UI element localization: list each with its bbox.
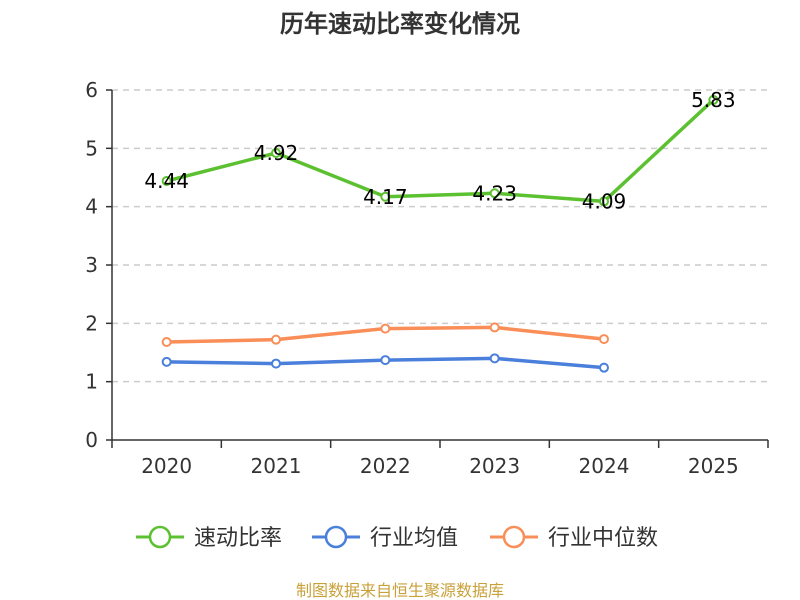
series-lines [161, 94, 719, 373]
legend[interactable]: 速动比率 行业均值 行业中位数 [136, 525, 658, 551]
point-2-2023 [489, 322, 500, 333]
legend-label: 行业均值 [370, 526, 458, 551]
legend-circle-icon [324, 525, 348, 549]
data-label-2020: 4.44 [144, 169, 189, 193]
legend-label: 速动比率 [194, 526, 282, 551]
point-2-2024 [599, 334, 609, 345]
y-tick-label-4: 4 [85, 195, 98, 219]
point-2-2020 [161, 337, 172, 347]
point-0-2021 [271, 148, 281, 158]
x-tick-label-2025: 2025 [688, 454, 739, 478]
grid [112, 89, 768, 383]
axes: 0 1 2 3 4 5 6 2020 2021 2022 2023 2024 2025 [85, 78, 769, 478]
x-tick-label-2024: 2024 [579, 454, 630, 478]
point-0-2024 [599, 196, 609, 207]
legend-circle-icon [148, 525, 172, 549]
point-0-2022 [380, 191, 391, 202]
data-label-2023: 4.23 [472, 181, 517, 205]
y-tick-label-3: 3 [85, 253, 98, 277]
y-tick-label-2: 2 [85, 311, 98, 335]
data-label-2022: 4.17 [363, 185, 408, 209]
y-tick-label-5: 5 [85, 136, 98, 160]
chart-title: 历年速动比率变化情况 [280, 10, 520, 38]
point-0-2023 [489, 188, 500, 199]
legend-item-1[interactable]: 行业均值 [312, 525, 458, 551]
point-2-2021 [271, 334, 281, 345]
y-tick-label-6: 6 [85, 78, 98, 102]
point-2-2022 [380, 323, 391, 334]
data-label-2021: 4.92 [254, 141, 299, 165]
point-1-2020 [161, 356, 172, 367]
point-1-2024 [599, 362, 609, 373]
legend-circle-icon [502, 525, 526, 549]
point-1-2023 [489, 353, 500, 364]
legend-label: 行业中位数 [548, 526, 658, 551]
legend-item-2[interactable]: 行业中位数 [490, 525, 658, 551]
y-tick-label-0: 0 [85, 428, 98, 452]
data-label-2024: 4.09 [582, 189, 627, 213]
data-labels: 4.44 4.92 4.17 4.23 4.09 5.83 [144, 88, 735, 214]
source-note: 制图数据来自恒生聚源数据库 [296, 581, 504, 600]
data-label-2025: 5.83 [691, 88, 736, 112]
x-tick-label-2021: 2021 [251, 454, 302, 478]
point-0-2020 [161, 176, 172, 186]
point-1-2021 [271, 358, 281, 369]
x-tick-label-2023: 2023 [469, 454, 520, 478]
series-line-0 [166, 98, 715, 204]
x-tick-label-2022: 2022 [360, 454, 411, 478]
x-tick-label-2020: 2020 [141, 454, 192, 478]
legend-item-0[interactable]: 速动比率 [136, 525, 282, 551]
point-0-2025 [708, 94, 719, 105]
point-1-2022 [380, 355, 391, 366]
y-tick-label-1: 1 [85, 370, 98, 394]
